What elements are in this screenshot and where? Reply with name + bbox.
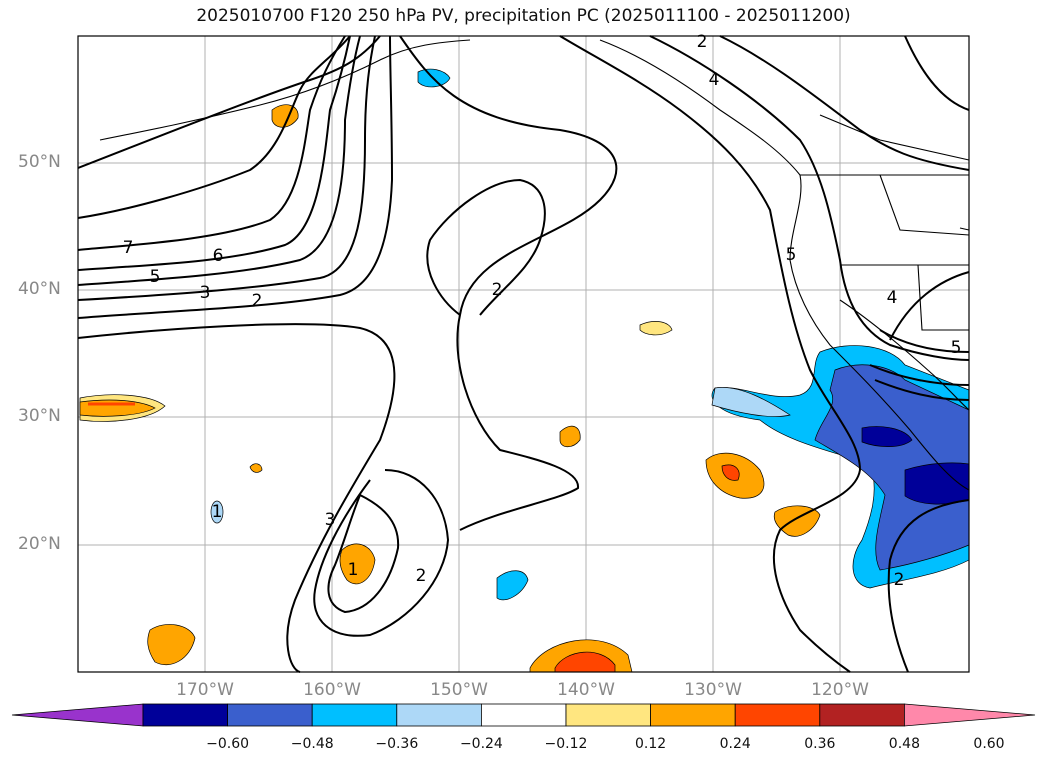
colorbar-extend-low [11,703,144,727]
contour-label: 5 [149,267,161,287]
lon-label-120w: 120°W [811,680,869,700]
contour-label: 2 [696,32,708,52]
colorbar-swatch [819,703,905,727]
lat-label-50n: 50°N [18,152,61,172]
colorbar-tick-label: 0.36 [804,736,836,752]
contour-label: 1 [347,560,359,580]
colorbar-swatch [650,703,736,727]
lon-label-150w: 150°W [430,680,488,700]
contour-label: 2 [491,280,503,300]
colorbar-swatch [142,703,228,727]
lon-label-160w: 160°W [303,680,361,700]
colorbar-swatch [734,703,821,727]
colorbar-tick-label: 0.12 [635,736,667,752]
lon-label-130w: 130°W [684,680,742,700]
colorbar-tick-label: −0.24 [459,736,503,752]
colorbar-tick-label: 0.48 [888,736,920,752]
contour-label: 2 [251,291,263,311]
precip-shading [79,68,970,673]
lat-label-40n: 40°N [18,279,61,299]
colorbar-tick-label: −0.48 [290,736,334,752]
colorbar-tick-label: 0.60 [973,736,1005,752]
contour-label: 5 [950,338,962,358]
contour-label: 2 [893,570,905,590]
colorbar-swatch [227,703,313,727]
contour-label: 3 [324,510,336,530]
colorbar-extend-high [904,703,1036,727]
contour-label: 6 [212,246,224,266]
contour-label: 4 [708,70,720,90]
lat-label-30n: 30°N [18,406,61,426]
colorbar-tick-label: −0.12 [544,736,588,752]
colorbar-tick-label: −0.60 [206,736,250,752]
colorbar-swatch [565,703,651,727]
contour-label: 1 [211,502,223,522]
contour-label: 2 [415,566,427,586]
contour-label: 7 [122,238,134,258]
lon-label-170w: 170°W [176,680,234,700]
colorbar-swatch [396,703,482,727]
map-frame [77,35,970,673]
pv-contours [77,35,970,673]
contour-label: 5 [785,245,797,265]
colorbar-swatch [311,703,398,727]
colorbar-tick-label: 0.24 [719,736,751,752]
colorbar-tick-label: −0.36 [375,736,419,752]
lon-label-140w: 140°W [557,680,615,700]
map-title: 2025010700 F120 250 hPa PV, precipitatio… [196,6,851,26]
colorbar-swatch [480,703,567,727]
coastlines [99,39,970,491]
colorbar [11,703,1036,727]
contour-label: 3 [199,283,211,303]
lat-label-20n: 20°N [18,534,61,554]
contour-label: 4 [886,288,898,308]
